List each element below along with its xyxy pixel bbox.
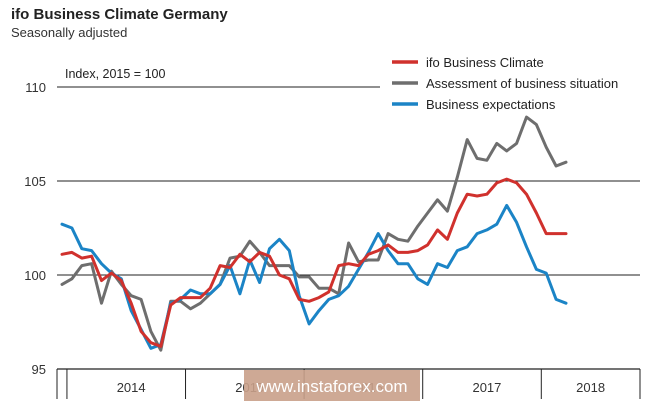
y-tick-label-105: 105 bbox=[24, 174, 46, 189]
x-tick-label-2014: 2014 bbox=[117, 380, 146, 395]
legend-label-1: Assessment of business situation bbox=[426, 76, 618, 91]
series-line-business-expectations bbox=[60, 203, 568, 350]
watermark: www.instaforex.com bbox=[244, 370, 420, 401]
chart-subtitle: Seasonally adjusted bbox=[11, 25, 127, 40]
y-axis-ticks: 95 100 105 110 bbox=[24, 80, 46, 377]
y-tick-label-100: 100 bbox=[24, 268, 46, 283]
x-tick-label-2018: 2018 bbox=[576, 380, 605, 395]
legend-label-2: Business expectations bbox=[426, 97, 556, 112]
series-line-assessment-of-business-situation bbox=[60, 115, 568, 352]
chart-title: ifo Business Climate Germany bbox=[11, 6, 228, 23]
watermark-background bbox=[244, 370, 420, 401]
x-tick-label-2017: 2017 bbox=[472, 380, 501, 395]
y-tick-label-110: 110 bbox=[25, 80, 46, 95]
unit-note: Index, 2015 = 100 bbox=[65, 67, 165, 81]
series-lines bbox=[60, 115, 568, 352]
watermark-text: www.instaforex.com bbox=[255, 377, 407, 396]
grid-lines bbox=[57, 86, 640, 276]
series-line-ifo-business-climate bbox=[60, 177, 568, 348]
y-tick-label-95: 95 bbox=[32, 362, 46, 377]
legend: ifo Business Climate Assessment of busine… bbox=[392, 55, 618, 112]
legend-label-0: ifo Business Climate bbox=[426, 55, 544, 70]
